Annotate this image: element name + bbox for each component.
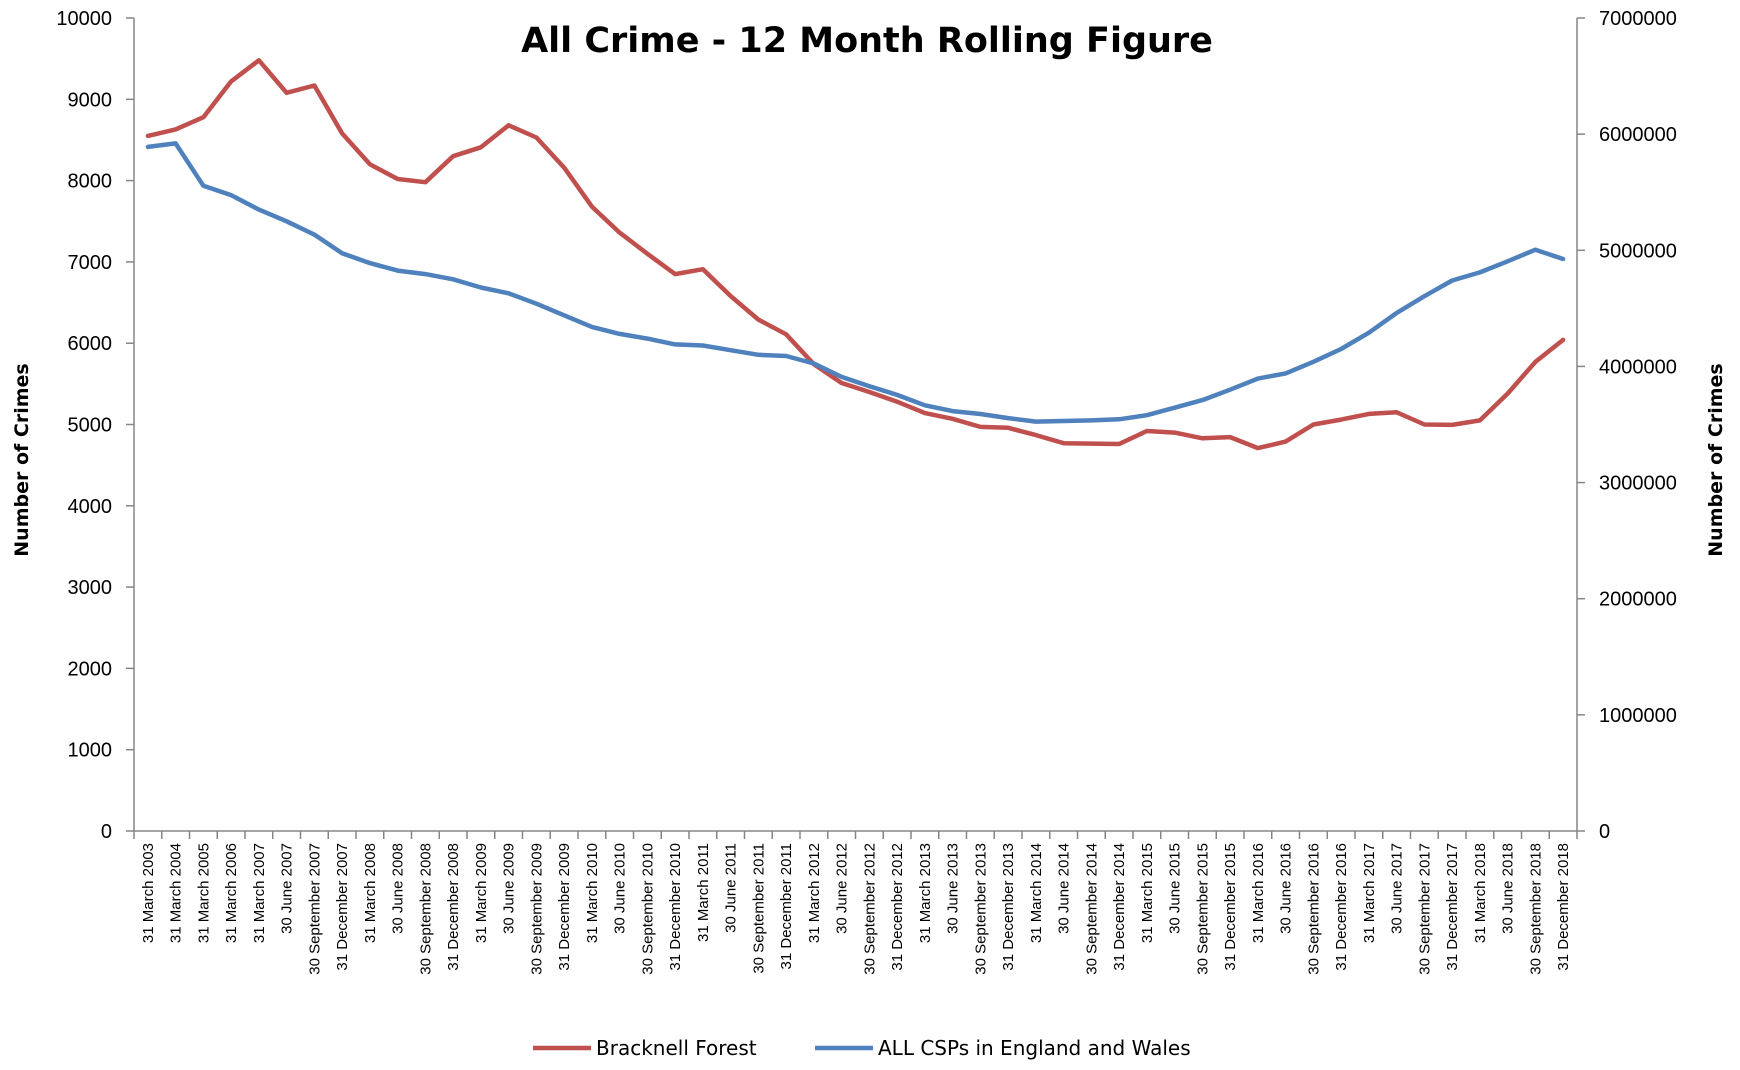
x-tick-label: 30 September 2017 (1416, 843, 1433, 975)
left-y-tick-label: 7000 (68, 252, 113, 274)
legend-label-2: ALL CSPs in England and Wales (878, 1036, 1191, 1060)
x-tick-label: 30 September 2009 (528, 843, 545, 975)
x-tick-label: 30 June 2017 (1389, 843, 1406, 934)
x-tick-label: 30 June 2007 (279, 843, 296, 934)
x-tick-label: 30 June 2012 (834, 843, 851, 934)
x-tick-label: 30 June 2011 (723, 843, 740, 933)
right-y-tick-label: 6000000 (1599, 124, 1677, 146)
x-tick-label: 30 September 2013 (972, 843, 989, 975)
x-tick-label: 30 June 2016 (1278, 843, 1295, 934)
x-tick-label: 30 September 2012 (861, 843, 878, 975)
x-tick-label: 31 December 2017 (1444, 843, 1461, 971)
x-tick-label: 30 September 2014 (1083, 843, 1100, 975)
x-tick-label: 31 December 2011 (778, 843, 795, 969)
x-tick-label: 31 December 2012 (889, 843, 906, 971)
x-tick-label: 31 March 2004 (168, 843, 185, 943)
left-axis-title: Number of Crimes (11, 363, 33, 556)
x-tick-label: 31 March 2006 (223, 843, 240, 943)
x-tick-label: 31 March 2018 (1472, 843, 1489, 943)
legend: Bracknell Forest ALL CSPs in England and … (533, 1036, 1191, 1060)
x-tick-label: 31 March 2007 (251, 843, 268, 943)
x-tick-label: 30 June 2015 (1167, 843, 1184, 934)
x-tick-label: 31 March 2005 (195, 843, 212, 943)
right-y-tick-label: 7000000 (1599, 8, 1677, 30)
left-y-tick-label: 1000 (68, 740, 113, 762)
axes: 0 1000 2000 3000 4000 5000 6000 7000 8000 9000 100… (56, 8, 1677, 975)
x-tick-label: 30 June 2018 (1500, 843, 1517, 934)
left-y-tick-label: 4000 (68, 496, 113, 518)
x-tick-label: 31 March 2012 (806, 843, 823, 943)
x-tick-label: 31 December 2016 (1333, 843, 1350, 971)
x-tick-label: 30 September 2010 (639, 843, 656, 975)
x-tick-label: 31 March 2013 (917, 843, 934, 943)
x-tick-label: 31 March 2009 (473, 843, 490, 943)
right-axis-title: Number of Crimes (1705, 363, 1727, 556)
x-tick-label: 31 March 2014 (1028, 843, 1045, 943)
left-y-tick-label: 3000 (68, 577, 113, 599)
x-tick-label: 31 December 2009 (556, 843, 573, 971)
x-tick-label: 30 September 2015 (1194, 843, 1211, 975)
right-y-tick-label: 1000000 (1599, 705, 1677, 727)
x-tick-label: 30 September 2011 (750, 843, 767, 974)
left-y-tick-label: 5000 (68, 415, 113, 437)
x-tick-label: 30 June 2013 (945, 843, 962, 934)
x-tick-label: 31 March 2011 (695, 843, 712, 942)
left-y-tick-label: 2000 (68, 658, 113, 680)
x-tick-label: 31 March 2008 (362, 843, 379, 943)
left-y-tick-label: 10000 (56, 8, 112, 30)
left-y-tick-label: 8000 (68, 171, 113, 193)
chart-title: All Crime - 12 Month Rolling Figure (521, 21, 1213, 61)
x-tick-label: 31 December 2015 (1222, 843, 1239, 971)
left-y-tick-label: 9000 (68, 89, 113, 111)
x-tick-label: 30 June 2008 (390, 843, 407, 934)
x-tick-label: 31 March 2016 (1250, 843, 1267, 943)
x-tick-label: 31 December 2010 (667, 843, 684, 971)
x-tick-label: 31 March 2003 (140, 843, 157, 943)
right-y-tick-label: 4000000 (1599, 356, 1677, 378)
right-y-tick-label: 2000000 (1599, 589, 1677, 611)
legend-label-1: Bracknell Forest (596, 1036, 757, 1060)
x-tick-label: 31 December 2014 (1111, 843, 1128, 971)
x-tick-label: 30 September 2018 (1527, 843, 1544, 975)
x-tick-label: 30 June 2010 (612, 843, 629, 934)
right-y-tick-label: 5000000 (1599, 240, 1677, 262)
x-tick-label: 30 September 2008 (417, 843, 434, 975)
x-tick-label: 30 June 2014 (1056, 843, 1073, 934)
x-tick-label: 31 March 2017 (1361, 843, 1378, 943)
x-tick-label: 30 September 2007 (306, 843, 323, 975)
left-y-tick-label: 0 (101, 821, 112, 843)
left-y-tick-label: 6000 (68, 333, 113, 355)
x-tick-label: 31 December 2018 (1555, 843, 1572, 971)
x-tick-label: 31 March 2015 (1139, 843, 1156, 943)
right-y-tick-label: 0 (1599, 821, 1610, 843)
x-tick-label: 31 December 2008 (445, 843, 462, 971)
series-lines (145, 58, 1566, 451)
series-line-1 (145, 58, 1566, 451)
series-line-2 (145, 141, 1566, 424)
x-tick-label: 30 September 2016 (1305, 843, 1322, 975)
right-y-tick-label: 3000000 (1599, 473, 1677, 495)
x-tick-label: 31 December 2007 (334, 843, 351, 971)
x-tick-label: 31 December 2013 (1000, 843, 1017, 971)
x-tick-label: 31 March 2010 (584, 843, 601, 943)
x-tick-label: 30 June 2009 (501, 843, 518, 934)
